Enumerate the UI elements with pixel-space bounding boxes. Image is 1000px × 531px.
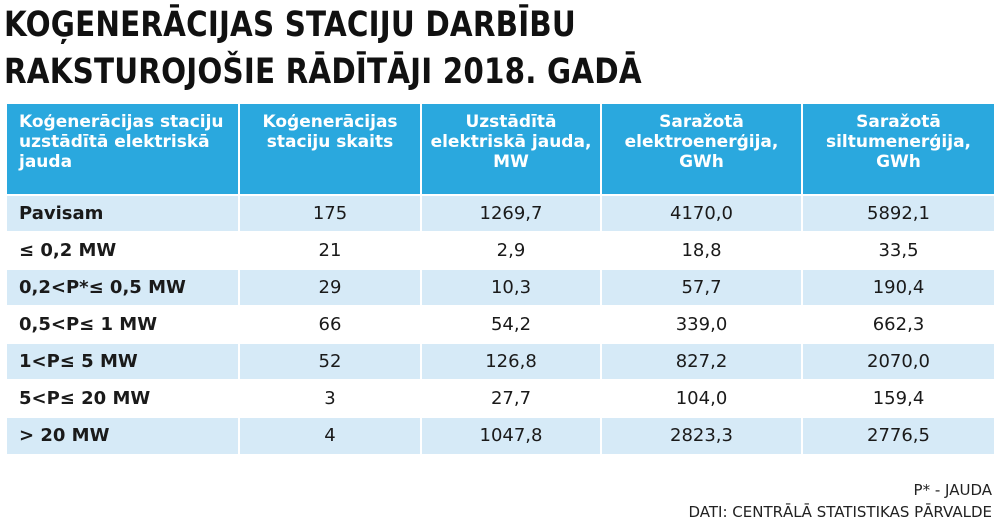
heat-cell: 159,4	[801, 379, 994, 417]
station-count-cell: 21	[238, 231, 421, 269]
electricity-cell: 4170,0	[600, 194, 802, 232]
installed-capacity-cell: 126,8	[420, 342, 601, 380]
installed-capacity-cell: 1047,8	[420, 416, 601, 454]
table-row: Pavisam 175 1269,7 4170,0 5892,1	[7, 194, 994, 232]
table-row: ≤ 0,2 MW 21 2,9 18,8 33,5	[7, 231, 994, 269]
heat-cell: 33,5	[801, 231, 994, 269]
electricity-cell: 339,0	[600, 305, 802, 343]
row-label: ≤ 0,2 MW	[7, 231, 239, 269]
station-count-cell: 175	[238, 194, 421, 232]
heat-cell: 5892,1	[801, 194, 994, 232]
row-label: 0,2<P*≤ 0,5 MW	[7, 268, 239, 306]
station-count-cell: 4	[238, 416, 421, 454]
station-count-cell: 29	[238, 268, 421, 306]
row-label: 1<P≤ 5 MW	[7, 342, 239, 380]
heat-cell: 2776,5	[801, 416, 994, 454]
table-row: 5<P≤ 20 MW 3 27,7 104,0 159,4	[7, 379, 994, 417]
column-header-station-count: Koģenerācijas staciju skaits	[238, 104, 421, 195]
chart-title-line-1: KOĢENERĀCIJAS STACIJU DARBĪBU	[4, 5, 576, 45]
table-row: 0,2<P*≤ 0,5 MW 29 10,3 57,7 190,4	[7, 268, 994, 306]
table-row: 1<P≤ 5 MW 52 126,8 827,2 2070,0	[7, 342, 994, 380]
table-body: Pavisam 175 1269,7 4170,0 5892,1 ≤ 0,2 MW 21 2,…	[7, 194, 994, 454]
installed-capacity-cell: 27,7	[420, 379, 601, 417]
heat-cell: 662,3	[801, 305, 994, 343]
row-label: 0,5<P≤ 1 MW	[7, 305, 239, 343]
row-label: Pavisam	[7, 194, 239, 232]
station-count-cell: 66	[238, 305, 421, 343]
column-header-electricity-produced: Saražotā elektroenerģija, GWh	[600, 104, 802, 195]
column-header-heat-produced: Saražotā siltumenerģija, GWh	[801, 104, 994, 195]
electricity-cell: 827,2	[600, 342, 802, 380]
column-header-installed-capacity: Uzstādītā elektriskā jauda, MW	[420, 104, 601, 195]
chart-title: KOĢENERĀCIJAS STACIJU DARBĪBU RAKSTUROJO…	[4, 2, 642, 96]
installed-capacity-cell: 54,2	[420, 305, 601, 343]
electricity-cell: 57,7	[600, 268, 802, 306]
installed-capacity-cell: 1269,7	[420, 194, 601, 232]
footnote: P* - JAUDA	[913, 481, 992, 499]
installed-capacity-cell: 2,9	[420, 231, 601, 269]
electricity-cell: 2823,3	[600, 416, 802, 454]
source-note: DATI: CENTRĀLĀ STATISTIKAS PĀRVALDE	[688, 503, 993, 521]
heat-cell: 190,4	[801, 268, 994, 306]
row-label: > 20 MW	[7, 416, 239, 454]
table-row: 0,5<P≤ 1 MW 66 54,2 339,0 662,3	[7, 305, 994, 343]
station-count-cell: 52	[238, 342, 421, 380]
table-row: > 20 MW 4 1047,8 2823,3 2776,5	[7, 416, 994, 454]
installed-capacity-cell: 10,3	[420, 268, 601, 306]
chart-title-line-2: RAKSTUROJOŠIE RĀDĪTĀJI 2018. GADĀ	[4, 52, 642, 92]
notes: P* - JAUDA DATI: CENTRĀLĀ STATISTIKAS PĀ…	[689, 479, 993, 523]
row-label: 5<P≤ 20 MW	[7, 379, 239, 417]
data-table: Koģenerācijas staciju uzstādītā elektris…	[7, 104, 994, 454]
station-count-cell: 3	[238, 379, 421, 417]
header-row: Koģenerācijas staciju uzstādītā elektris…	[7, 104, 994, 195]
column-header-capacity-class: Koģenerācijas staciju uzstādītā elektris…	[7, 104, 239, 195]
heat-cell: 2070,0	[801, 342, 994, 380]
electricity-cell: 104,0	[600, 379, 802, 417]
electricity-cell: 18,8	[600, 231, 802, 269]
